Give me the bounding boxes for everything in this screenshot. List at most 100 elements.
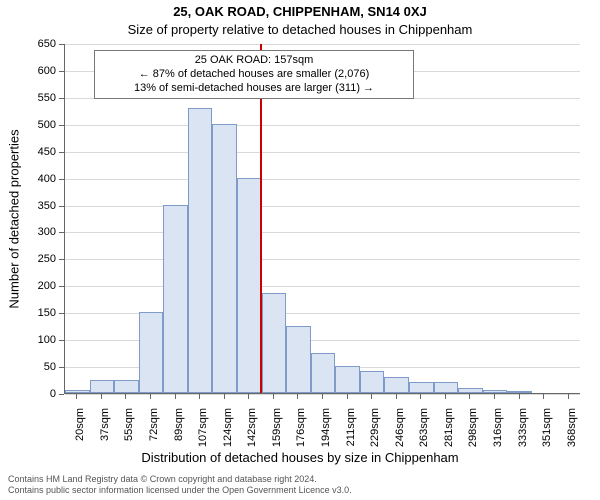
histogram-bar: [507, 391, 532, 393]
histogram-bar: [384, 377, 409, 393]
histogram-bar: [360, 371, 385, 393]
y-tick-mark: [59, 206, 64, 207]
x-tick-label: 20sqm: [74, 408, 86, 458]
footer-attribution: Contains HM Land Registry data © Crown c…: [8, 474, 352, 496]
x-tick-label: 176sqm: [295, 408, 307, 458]
y-tick-mark: [59, 313, 64, 314]
y-tick-mark: [59, 367, 64, 368]
x-tick-mark: [396, 394, 397, 399]
y-axis-title: Number of detached properties: [7, 129, 22, 308]
histogram-bar: [212, 124, 237, 393]
histogram-bar: [409, 382, 434, 393]
x-tick-label: 263sqm: [418, 408, 430, 458]
histogram-bar: [114, 380, 139, 393]
x-tick-label: 159sqm: [271, 408, 283, 458]
x-tick-mark: [469, 394, 470, 399]
y-tick-label: 150: [26, 307, 56, 319]
x-tick-label: 298sqm: [467, 408, 479, 458]
x-tick-mark: [371, 394, 372, 399]
y-tick-label: 0: [26, 388, 56, 400]
histogram-bar: [434, 382, 459, 393]
gridline: [65, 179, 580, 180]
histogram-bar: [311, 353, 336, 393]
gridline: [65, 152, 580, 153]
y-tick-mark: [59, 179, 64, 180]
x-tick-label: 124sqm: [222, 408, 234, 458]
annotation-line-1: 25 OAK ROAD: 157sqm: [101, 54, 407, 68]
gridline: [65, 125, 580, 126]
footer-line-2: Contains public sector information licen…: [8, 485, 352, 496]
y-tick-label: 200: [26, 280, 56, 292]
x-tick-mark: [150, 394, 151, 399]
x-tick-mark: [101, 394, 102, 399]
gridline: [65, 44, 580, 45]
x-tick-mark: [125, 394, 126, 399]
x-tick-label: 211sqm: [345, 408, 357, 458]
y-tick-label: 500: [26, 119, 56, 131]
y-tick-label: 100: [26, 334, 56, 346]
y-tick-mark: [59, 340, 64, 341]
y-tick-label: 550: [26, 92, 56, 104]
histogram-bar: [483, 390, 508, 393]
footer-line-1: Contains HM Land Registry data © Crown c…: [8, 474, 352, 485]
chart-container: 25, OAK ROAD, CHIPPENHAM, SN14 0XJ Size …: [0, 0, 600, 500]
y-tick-mark: [59, 152, 64, 153]
y-tick-label: 250: [26, 253, 56, 265]
y-tick-mark: [59, 286, 64, 287]
gridline: [65, 206, 580, 207]
y-tick-label: 450: [26, 146, 56, 158]
y-tick-mark: [59, 44, 64, 45]
x-tick-mark: [568, 394, 569, 399]
annotation-line-3: 13% of semi-detached houses are larger (…: [101, 82, 407, 96]
x-tick-mark: [76, 394, 77, 399]
x-tick-label: 246sqm: [394, 408, 406, 458]
x-tick-mark: [347, 394, 348, 399]
x-tick-label: 107sqm: [197, 408, 209, 458]
x-tick-mark: [420, 394, 421, 399]
y-tick-mark: [59, 232, 64, 233]
annotation-line-2: ← 87% of detached houses are smaller (2,…: [101, 68, 407, 82]
x-tick-mark: [494, 394, 495, 399]
x-tick-label: 72sqm: [148, 408, 160, 458]
y-tick-label: 400: [26, 173, 56, 185]
gridline: [65, 286, 580, 287]
y-tick-mark: [59, 394, 64, 395]
y-tick-label: 600: [26, 65, 56, 77]
x-tick-label: 281sqm: [443, 408, 455, 458]
x-tick-mark: [519, 394, 520, 399]
x-tick-mark: [199, 394, 200, 399]
gridline: [65, 232, 580, 233]
histogram-bar: [163, 205, 188, 393]
x-tick-label: 351sqm: [541, 408, 553, 458]
y-tick-label: 50: [26, 361, 56, 373]
histogram-bar: [286, 326, 311, 393]
x-tick-mark: [248, 394, 249, 399]
chart-title-address: 25, OAK ROAD, CHIPPENHAM, SN14 0XJ: [0, 4, 600, 19]
x-tick-label: 55sqm: [123, 408, 135, 458]
x-tick-mark: [273, 394, 274, 399]
histogram-bar: [139, 312, 164, 393]
chart-title-subtitle: Size of property relative to detached ho…: [0, 22, 600, 37]
y-tick-mark: [59, 71, 64, 72]
y-tick-label: 300: [26, 226, 56, 238]
x-tick-mark: [322, 394, 323, 399]
x-tick-label: 368sqm: [566, 408, 578, 458]
annotation-box: 25 OAK ROAD: 157sqm← 87% of detached hou…: [94, 50, 414, 99]
gridline: [65, 259, 580, 260]
x-tick-label: 333sqm: [517, 408, 529, 458]
y-tick-mark: [59, 98, 64, 99]
x-tick-label: 229sqm: [369, 408, 381, 458]
histogram-bar: [237, 178, 262, 393]
histogram-bar: [262, 293, 287, 393]
y-tick-label: 350: [26, 200, 56, 212]
x-tick-label: 316sqm: [492, 408, 504, 458]
y-tick-mark: [59, 259, 64, 260]
x-tick-label: 194sqm: [320, 408, 332, 458]
histogram-bar: [188, 108, 213, 393]
x-tick-label: 37sqm: [99, 408, 111, 458]
histogram-bar: [90, 380, 115, 393]
x-tick-mark: [224, 394, 225, 399]
y-tick-mark: [59, 125, 64, 126]
x-tick-mark: [445, 394, 446, 399]
histogram-bar: [335, 366, 360, 393]
